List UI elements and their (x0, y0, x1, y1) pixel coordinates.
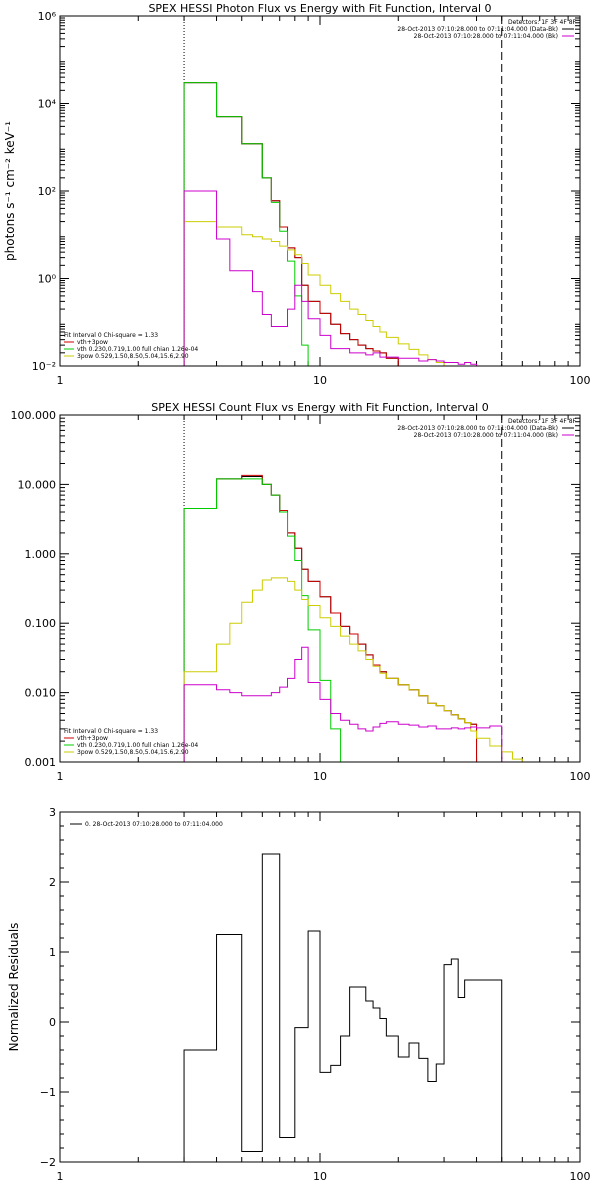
count-ytick-label: 0.100 (25, 617, 57, 630)
residuals-xtick-label: 1 (57, 1170, 64, 1183)
photon-ytick-label: 10⁴ (38, 98, 57, 111)
residuals-ytick-label: 2 (49, 876, 56, 889)
count-ytick-label: 0.010 (25, 687, 57, 700)
residuals-chart: Normalized Residuals 1 10 100 −2 −1 0 1 2 3 0. 28-… (7, 806, 591, 1183)
residuals-series-group (183, 853, 503, 1162)
count-series-line-3 (183, 577, 540, 762)
residuals-frame (59, 811, 581, 1163)
count-legend-label: 3pow 0.529,1.50,8.50,5.04,15.6,2.90 (77, 749, 189, 756)
photon-legend-label: vth 0.230,0.719,1.00 full chian 1.26e-04 (77, 346, 198, 353)
photon-title: SPEX HESSI Photon Flux vs Energy with Fi… (148, 2, 491, 15)
residuals-ytick-label: −1 (40, 1086, 56, 1099)
photon-legend-label: 28-Oct-2013 07:10:28.000 to 07:11:04.000… (414, 33, 558, 40)
count-xtick-label: 1 (57, 770, 64, 783)
photon-frame (59, 15, 581, 367)
photon-xtick-label: 100 (570, 374, 591, 387)
count-ytick-label: 100.000 (11, 409, 57, 422)
photon-xtick-label: 1 (57, 374, 64, 387)
photon-xtick-label: 10 (313, 374, 327, 387)
count-legend-label: 28-Oct-2013 07:10:28.000 to 07:11:04.000… (414, 432, 558, 439)
photon-ytick-label: 10² (38, 185, 56, 198)
count-legend-label: vth 0.230,0.719,1.00 full chian 1.26e-04 (77, 742, 198, 749)
residuals-xtick-label: 100 (570, 1170, 591, 1183)
count-xtick-label: 10 (313, 770, 327, 783)
photon-ytick-label: 10⁻² (32, 360, 56, 373)
photon-flux-chart: SPEX HESSI Photon Flux vs Energy with Fi… (3, 2, 591, 387)
photon-series-line-3 (183, 221, 523, 366)
count-flux-chart: SPEX HESSI Count Flux vs Energy with Fit… (11, 401, 591, 783)
count-xtick-label: 100 (570, 770, 591, 783)
count-legend-fit-header: Fit Interval 0 Chi-square = 1.33 (64, 728, 158, 735)
residuals-xtick-label: 10 (313, 1170, 327, 1183)
count-ytick-label: 1.000 (25, 548, 57, 561)
photon-series-line-4 (183, 190, 502, 366)
photon-legend-fit-header: Fit Interval 0 Chi-square = 1.33 (64, 332, 158, 339)
residuals-ylabel: Normalized Residuals (7, 923, 21, 1052)
count-series-line-4 (183, 646, 503, 762)
residuals-ytick-label: 3 (49, 806, 56, 819)
photon-legend-label: 28-Oct-2013 07:10:28.000 to 07:11:04.000… (397, 26, 558, 33)
photon-legend-detectors: Detectors: 1F 3F 4F 8F (508, 19, 577, 26)
residuals-ytick-label: 1 (49, 946, 56, 959)
photon-legend-label: vth+3pow (77, 339, 108, 346)
residuals-ytick-label: 0 (49, 1016, 56, 1029)
count-title: SPEX HESSI Count Flux vs Energy with Fit… (151, 401, 488, 414)
photon-series-line-2 (183, 82, 320, 366)
residuals-legend-label: 0. 28-Oct-2013 07:10:28.000 to 07:11:04.… (85, 821, 223, 828)
photon-ytick-label: 10⁶ (38, 10, 57, 23)
count-legend-label: 28-Oct-2013 07:10:28.000 to 07:11:04.000… (397, 425, 558, 432)
count-series-group (183, 474, 540, 762)
photon-ylabel: photons s⁻¹ cm⁻² keV⁻¹ (3, 121, 17, 261)
photon-ytick-label: 10⁰ (38, 273, 57, 286)
count-ytick-label: 0.001 (25, 756, 57, 769)
residuals-series-line-0 (183, 853, 503, 1162)
count-series-line-2 (183, 478, 350, 762)
count-ytick-label: 10.000 (18, 478, 57, 491)
photon-series-group (183, 82, 523, 366)
count-legend-label: vth+3pow (77, 735, 108, 742)
count-frame (59, 414, 581, 763)
count-legend-detectors: Detectors: 1F 3F 4F 8F (508, 418, 577, 425)
photon-legend-label: 3pow 0.529,1.50,8.50,5.04,15.6,2.90 (77, 353, 189, 360)
residuals-ytick-label: −2 (40, 1156, 56, 1169)
